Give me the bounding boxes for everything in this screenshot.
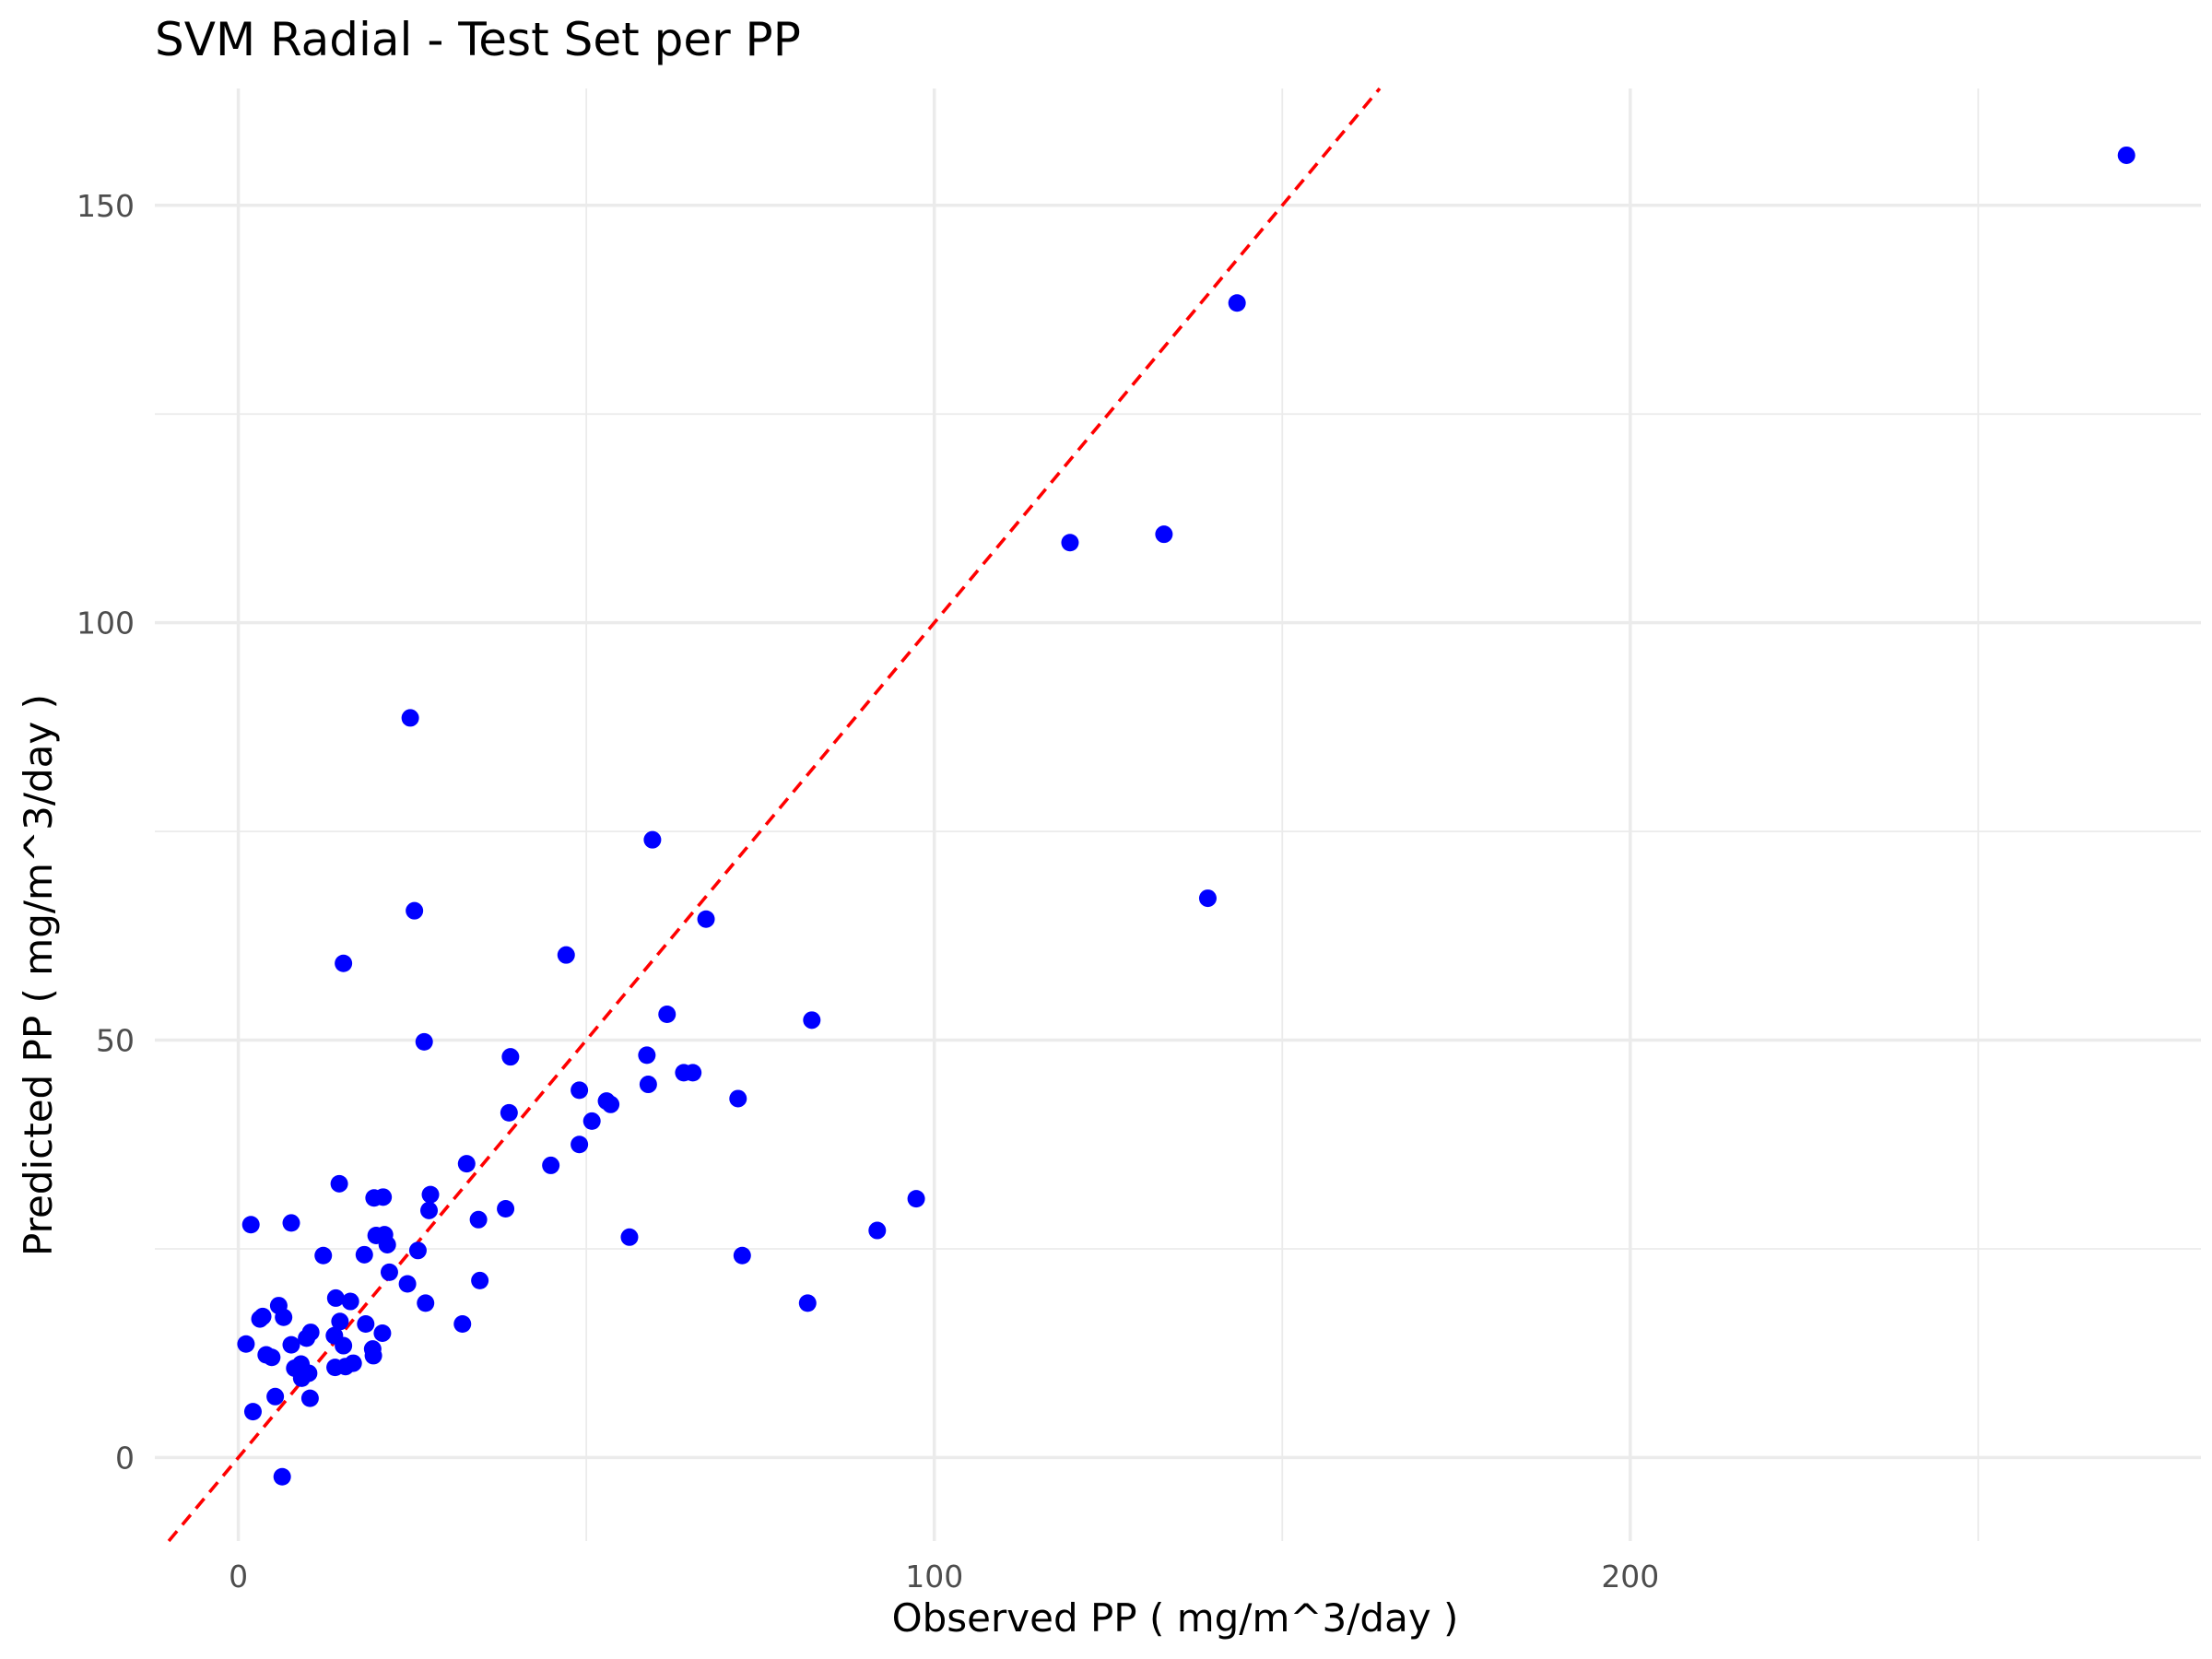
y-tick-label: 0	[115, 1440, 135, 1476]
y-tick-label: 50	[96, 1023, 135, 1059]
data-point	[314, 1246, 333, 1265]
data-point	[639, 1076, 657, 1094]
data-point	[401, 709, 419, 727]
data-point	[1155, 525, 1173, 544]
data-point	[803, 1011, 821, 1030]
data-point	[406, 901, 424, 920]
data-point	[380, 1263, 398, 1281]
data-point	[542, 1156, 560, 1174]
data-point	[282, 1335, 300, 1354]
data-point	[341, 1292, 359, 1311]
data-point	[571, 1135, 589, 1154]
data-point	[415, 1032, 433, 1051]
data-point	[638, 1046, 656, 1065]
data-point	[2117, 146, 2136, 164]
data-point	[457, 1155, 476, 1173]
data-point	[658, 1005, 677, 1023]
data-point	[373, 1324, 392, 1342]
major-gridlines	[155, 88, 2201, 1541]
chart-title: SVM Radial - Test Set per PP	[155, 13, 801, 66]
reference-line-y-equals-x	[167, 87, 1382, 1543]
x-axis-ticks: 0 100 200	[229, 1559, 1659, 1594]
data-point	[868, 1221, 887, 1240]
data-point	[241, 1216, 260, 1234]
data-point	[420, 1201, 439, 1219]
data-point	[300, 1389, 319, 1407]
data-point	[263, 1348, 281, 1367]
data-point	[282, 1214, 300, 1232]
data-point	[471, 1271, 489, 1289]
x-tick-label: 200	[1601, 1559, 1659, 1594]
data-point	[292, 1369, 311, 1387]
data-point	[453, 1315, 472, 1334]
data-point	[398, 1275, 417, 1293]
y-axis-label: Predicted PP ( mg/m^3/day )	[16, 694, 61, 1256]
identity-reference-line	[167, 87, 1382, 1543]
data-points	[237, 146, 2136, 1486]
data-point	[729, 1089, 747, 1108]
data-point	[684, 1064, 702, 1082]
data-point	[557, 946, 575, 964]
data-point	[357, 1315, 375, 1334]
data-point	[251, 1310, 269, 1328]
data-point	[273, 1467, 291, 1486]
data-point	[907, 1190, 925, 1208]
y-axis-ticks: 0 50 100 150	[76, 188, 135, 1477]
x-axis-label: Observed PP ( mg/m^3/day )	[892, 1595, 1459, 1641]
x-tick-label: 100	[905, 1559, 963, 1594]
data-point	[335, 954, 353, 972]
data-point	[237, 1335, 255, 1353]
data-point	[243, 1403, 262, 1421]
data-point	[408, 1241, 427, 1260]
data-point	[355, 1245, 373, 1264]
data-point	[643, 830, 662, 849]
data-point	[602, 1095, 620, 1113]
data-point	[497, 1200, 515, 1218]
data-point	[469, 1210, 488, 1229]
data-point	[363, 1340, 382, 1359]
data-point	[571, 1081, 589, 1100]
data-point	[1198, 889, 1217, 908]
data-point	[798, 1294, 817, 1312]
data-point	[298, 1329, 316, 1347]
data-point	[1061, 534, 1079, 552]
minor-gridlines	[155, 88, 2201, 1541]
data-point	[374, 1188, 393, 1206]
data-point	[421, 1185, 440, 1204]
data-point	[417, 1294, 435, 1312]
data-point	[620, 1228, 639, 1246]
data-point	[733, 1246, 751, 1265]
data-point	[1228, 294, 1246, 312]
data-point	[330, 1174, 348, 1193]
data-point	[697, 910, 715, 928]
data-point	[500, 1103, 518, 1122]
data-point	[326, 1288, 345, 1307]
data-point	[582, 1112, 601, 1130]
data-point	[501, 1048, 520, 1066]
data-point	[335, 1336, 353, 1355]
data-point	[331, 1312, 349, 1331]
y-tick-label: 150	[76, 188, 135, 224]
data-point	[378, 1235, 396, 1253]
y-tick-label: 100	[76, 606, 135, 641]
data-point	[266, 1387, 285, 1406]
x-tick-label: 0	[229, 1559, 248, 1594]
data-point	[275, 1308, 293, 1326]
data-point	[326, 1359, 345, 1377]
